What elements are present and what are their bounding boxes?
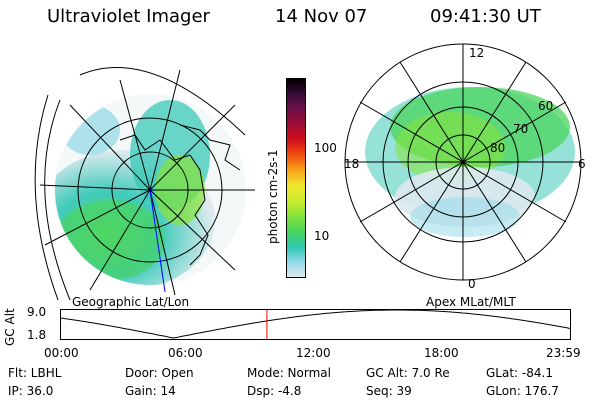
footer-flt: Flt: LBHL bbox=[8, 366, 62, 380]
date-label: 14 Nov 07 bbox=[275, 6, 368, 27]
colorbar bbox=[286, 78, 306, 278]
footer-glon: GLon: 176.7 bbox=[486, 384, 559, 398]
timeline-ytick-min: 1.8 bbox=[27, 328, 47, 342]
timeline-plot bbox=[60, 309, 572, 340]
footer-gcalt: GC Alt: 7.0 Re bbox=[366, 366, 450, 380]
footer-ip: IP: 36.0 bbox=[8, 384, 54, 398]
apex-polar-plot bbox=[344, 43, 582, 281]
timeline-xtick-0600: 06:00 bbox=[168, 346, 203, 360]
mlt-label-18: 18 bbox=[344, 157, 360, 171]
footer-seq: Seq: 39 bbox=[366, 384, 412, 398]
footer-glat: GLat: -84.1 bbox=[486, 366, 553, 380]
footer-gain: Gain: 14 bbox=[125, 384, 176, 398]
timeline-ylabel: GC Alt bbox=[3, 308, 17, 346]
mlat-label-70: 70 bbox=[513, 122, 529, 136]
footer-mode: Mode: Normal bbox=[247, 366, 331, 380]
time-label: 09:41:30 UT bbox=[430, 6, 541, 27]
colorbar-unit: photon cm-2s-1 bbox=[266, 149, 280, 245]
colorbar-tick-100: 100 bbox=[314, 141, 337, 155]
instrument-title: Ultraviolet Imager bbox=[47, 6, 210, 27]
geographic-image bbox=[34, 67, 255, 300]
apex-panel-label: Apex MLat/MLT bbox=[426, 295, 516, 309]
timeline-xtick-0000: 00:00 bbox=[44, 346, 79, 360]
timeline-xtick-1200: 12:00 bbox=[296, 346, 331, 360]
timeline-xtick-2359: 23:59 bbox=[546, 346, 581, 360]
footer-door: Door: Open bbox=[125, 366, 194, 380]
colorbar-tick-10: 10 bbox=[314, 229, 330, 243]
mlt-label-6: 6 bbox=[578, 157, 586, 171]
mlat-label-60: 60 bbox=[538, 99, 554, 113]
mlt-label-12: 12 bbox=[469, 46, 485, 60]
mlat-label-80: 80 bbox=[490, 141, 506, 155]
geographic-panel-label: Geographic Lat/Lon bbox=[72, 295, 190, 309]
mlt-label-0: 0 bbox=[468, 277, 476, 291]
timeline-ytick-max: 9.0 bbox=[27, 305, 47, 319]
altitude-curve bbox=[60, 309, 572, 339]
footer-dsp: Dsp: -4.8 bbox=[247, 384, 302, 398]
timeline-xtick-1800: 18:00 bbox=[424, 346, 459, 360]
